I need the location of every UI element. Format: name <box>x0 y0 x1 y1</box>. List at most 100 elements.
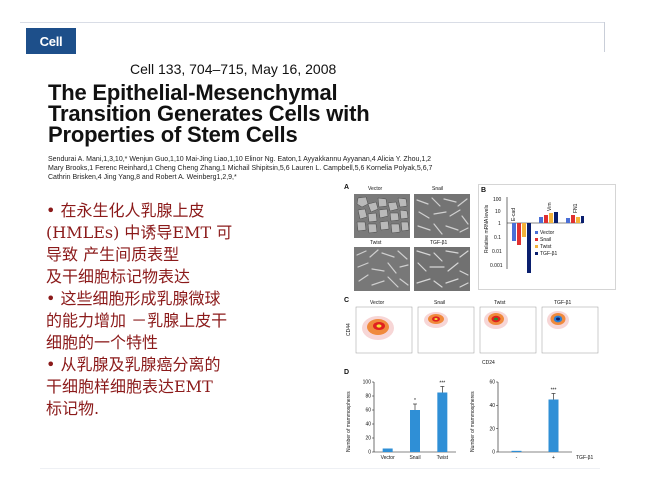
bar <box>437 392 448 452</box>
chart-legend: Vector Snail Twist TGF-β1 <box>535 230 558 257</box>
header-rule-right <box>604 22 605 52</box>
ytick-label: 20 <box>489 426 495 432</box>
flow-label: TGF-β1 <box>554 300 572 306</box>
figure-panel-a: A Vector Snail <box>344 184 474 292</box>
category-label: + <box>552 455 555 461</box>
bar <box>527 223 531 273</box>
bar <box>517 223 521 245</box>
bar <box>571 215 575 223</box>
bar <box>382 448 393 452</box>
citation: Cell 133, 704–715, May 16, 2008 <box>130 61 337 77</box>
legend-label: Snail <box>540 237 551 243</box>
ytick-label: 0.01 <box>492 249 502 255</box>
ytick-label: 40 <box>489 403 495 409</box>
micrograph-label: Twist <box>370 240 382 246</box>
group-label: FN1 <box>573 203 579 213</box>
bullet-line: 导致 产生间质表型 <box>46 245 180 264</box>
flow-label: Snail <box>434 300 445 306</box>
flow-label: Twist <box>494 300 506 306</box>
bar <box>549 213 553 223</box>
chart-yticks: 100 10 1 0.1 0.01 0.001 <box>490 197 503 269</box>
legend-label: Twist <box>540 244 552 250</box>
ytick-label: 0 <box>492 450 495 456</box>
ytick-label: 0.001 <box>490 263 503 269</box>
bullet-list: • 在永生化人乳腺上皮 (HMLEs) 中诱导EMT 可 导致 产生间质表型 及… <box>46 200 346 420</box>
title-line: Properties of Stem Cells <box>48 122 298 147</box>
ytick-label: 0 <box>368 450 371 456</box>
legend-label: Vector <box>540 230 555 236</box>
bullet-line: (HMLEs) 中诱导EMT 可 <box>46 223 233 242</box>
figure-panel-b: B Relative mRNA levels 100 10 1 0.1 0.01… <box>478 184 616 290</box>
bullet-line: • 从乳腺及乳腺癌分离的 <box>46 355 221 374</box>
bullet-line: • 在永生化人乳腺上皮 <box>46 201 205 220</box>
ytick-label: 100 <box>363 380 372 386</box>
chart-xlabel: TGF-β1 <box>576 455 594 461</box>
ytick-label: 20 <box>365 436 371 442</box>
significance-label: *** <box>439 381 445 387</box>
significance-label: *** <box>551 388 557 394</box>
legend-label: TGF-β1 <box>540 251 558 257</box>
micrograph-vector <box>354 194 410 238</box>
paper-title: The Epithelial-Mesenchymal Transition Ge… <box>48 80 468 147</box>
bullet-line: • 这些细胞形成乳腺微球 <box>46 289 221 308</box>
flow-cytometry-plots: C CD44 CD24 Vector Snail Twist TGF-β1 <box>344 297 599 366</box>
mrna-bars <box>512 212 584 273</box>
author-line: Sendurai A. Mani,1,3,10,* Wenjun Guo,1,1… <box>48 156 432 163</box>
legend-swatch <box>535 252 538 255</box>
bar <box>544 215 548 223</box>
figure-panel-c: C CD44 CD24 Vector Snail Twist TGF-β1 <box>344 296 614 366</box>
group-label: Vim <box>547 202 553 211</box>
chart-ylabel: Relative mRNA levels <box>484 204 490 253</box>
micrograph-image <box>414 247 470 291</box>
legend-swatch <box>535 238 538 241</box>
micrograph-label: TGF-β1 <box>430 240 448 246</box>
author-line: Cathrin Brisken,4 Jing Yang,8 and Robert… <box>48 174 237 181</box>
ytick-label: 60 <box>489 380 495 386</box>
legend-swatch <box>535 245 538 248</box>
flow-plot-vector <box>355 306 413 354</box>
flow-plot-snail <box>417 306 475 354</box>
figure-panel-d: D Number of mammospheres 0 20 40 60 80 100 Vec… <box>344 368 466 464</box>
significance-label: * <box>414 398 416 404</box>
panel-letter: A <box>344 184 350 191</box>
category-label: Vector <box>381 455 396 461</box>
micrograph-image <box>354 194 410 238</box>
bullet-line: 细胞的一个特性 <box>46 333 159 352</box>
chart-ylabel: Number of mammospheres <box>346 391 352 452</box>
bar <box>512 223 516 241</box>
bullet-line: 标记物. <box>46 399 100 418</box>
chart-ylabel: Number of mammospheres <box>470 391 476 452</box>
bar <box>511 450 522 452</box>
ytick-label: 40 <box>365 422 371 428</box>
cell-logo: Cell <box>26 28 76 54</box>
legend-swatch <box>535 231 538 234</box>
micrograph-image <box>414 194 470 238</box>
ytick-label: 1 <box>498 221 501 227</box>
author-list: Sendurai A. Mani,1,3,10,* Wenjun Guo,1,1… <box>48 155 488 182</box>
title-line: Transition Generates Cells with <box>48 101 370 126</box>
ytick-label: 100 <box>493 197 502 203</box>
bar <box>576 217 580 223</box>
micrograph-label: Snail <box>432 186 444 192</box>
mrna-chart: B Relative mRNA levels 100 10 1 0.1 0.01… <box>481 187 584 273</box>
panel-letter: C <box>344 297 349 304</box>
micrograph-tgfb1 <box>414 247 470 291</box>
bullet-line: 及干细胞标记物表达 <box>46 267 191 286</box>
bar <box>548 399 559 452</box>
bar <box>522 223 526 237</box>
bullet-line: 的能力增加 －乳腺上皮干 <box>46 311 228 330</box>
ytick-label: 10 <box>495 209 501 215</box>
category-label: - <box>516 455 518 461</box>
flow-plot-twist <box>479 306 537 354</box>
footer-rule <box>40 468 600 469</box>
title-line: The Epithelial-Mesenchymal <box>48 80 338 105</box>
bullet-line: 干细胞样细胞表达EMT <box>46 377 213 396</box>
figure-panel-e: Number of mammospheres 0 20 40 60 - *** + TGF-β… <box>468 368 614 464</box>
flow-plot-tgfb1 <box>541 306 599 354</box>
bar <box>566 218 570 223</box>
group-label: E-cad <box>511 208 517 221</box>
micrograph-twist <box>354 247 410 291</box>
panel-letter: D <box>344 369 349 376</box>
micrograph-image <box>354 247 410 291</box>
micrograph-label: Vector <box>368 186 383 192</box>
